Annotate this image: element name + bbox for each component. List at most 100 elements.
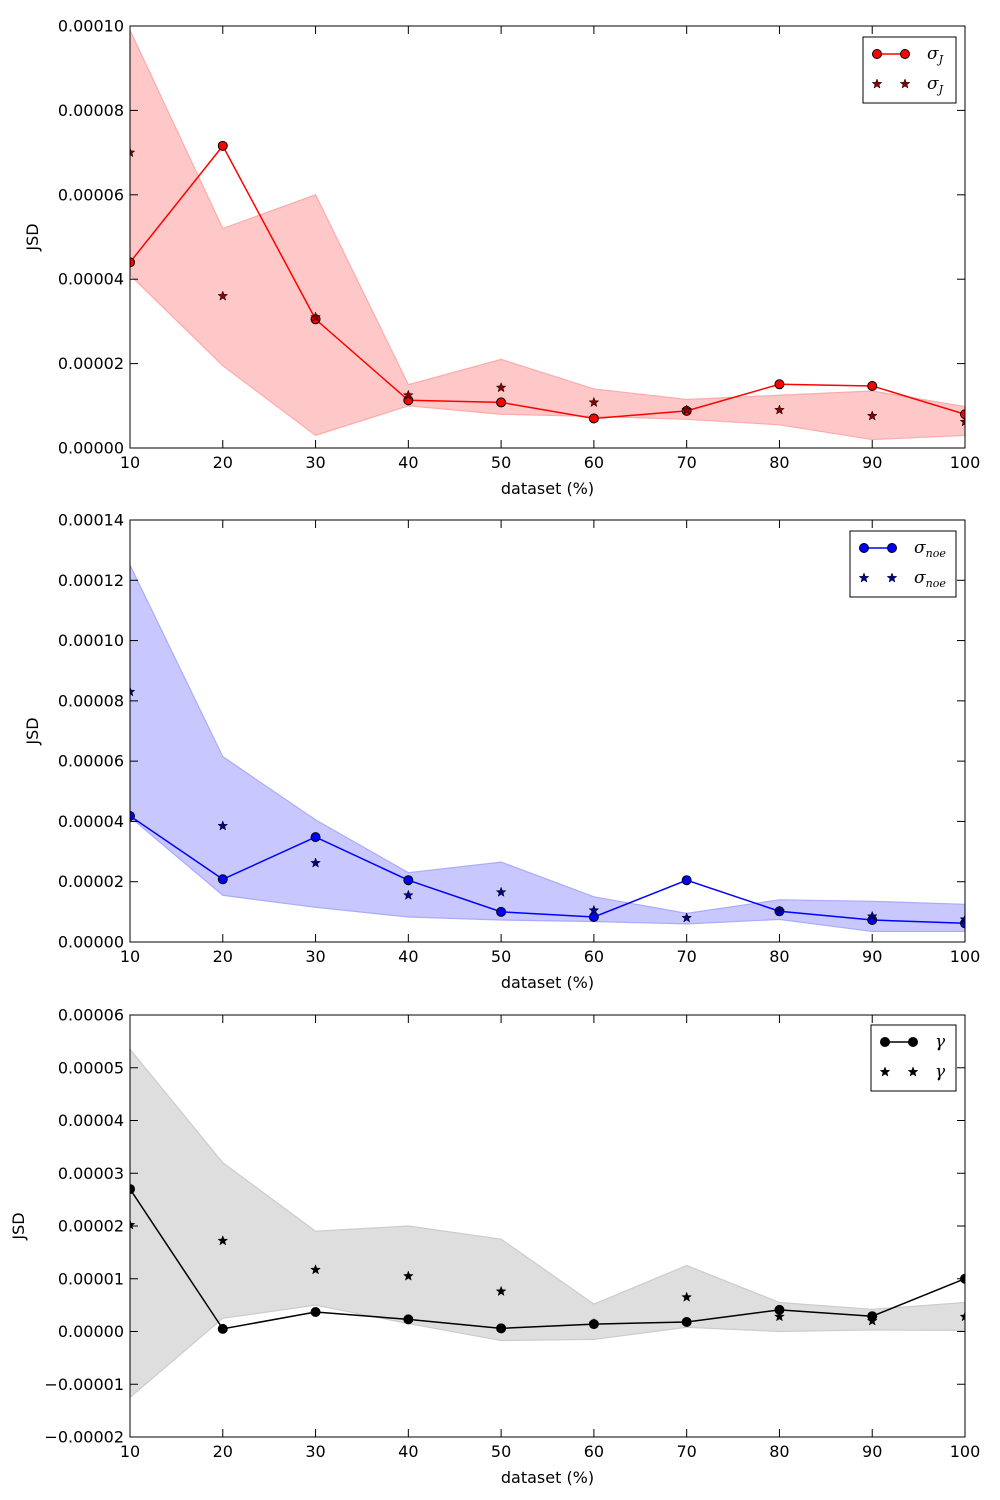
- data-point-star: [681, 404, 693, 415]
- y-tick-label: 0.00012: [58, 571, 124, 590]
- chart-panel-2: 10 20 30 40 50 60 70 80 90 100 0.00000 0.00002 0.000…: [23, 511, 980, 993]
- data-point-circle: [217, 1323, 228, 1334]
- legend-label: σnoe: [914, 538, 946, 560]
- y-tick-label: 0.00006: [58, 752, 124, 771]
- x-tick-label: 40: [398, 1442, 418, 1461]
- data-point-circle: [403, 1314, 414, 1325]
- data-point-circle: [588, 911, 599, 922]
- legend-marker-star: [879, 1066, 891, 1077]
- data-point-star: [495, 886, 507, 897]
- data-point-circle: [774, 379, 785, 390]
- y-tick-label: −0.00001: [44, 1375, 124, 1394]
- y-axis-label: JSD: [23, 223, 42, 251]
- y-tick-label: 0.00010: [58, 631, 124, 650]
- data-point-star: [402, 389, 414, 400]
- legend-marker-circle: [900, 49, 910, 59]
- data-point-circle: [681, 1317, 692, 1328]
- legend-marker-star: [886, 572, 898, 583]
- plot-area: [130, 564, 965, 933]
- data-point-circle: [588, 413, 599, 424]
- y-tick-label: 0.00000: [58, 933, 124, 952]
- x-tick-label: 30: [305, 453, 325, 472]
- data-point-circle: [867, 380, 878, 391]
- legend: σnoe σnoe: [849, 530, 957, 598]
- legend-marker-circle: [908, 1037, 918, 1047]
- x-tick-label: 100: [950, 947, 981, 966]
- data-point-star: [588, 396, 600, 408]
- confidence-band: [130, 1048, 965, 1399]
- y-tick-label: −0.00002: [44, 1428, 124, 1447]
- data-point-star: [310, 311, 321, 322]
- series-line: [130, 144, 965, 420]
- data-point-star: [130, 146, 136, 158]
- x-tick-label: 80: [769, 947, 789, 966]
- legend-marker-circle: [880, 1037, 890, 1047]
- confidence-band: [130, 29, 965, 441]
- data-point-star: [217, 820, 229, 831]
- x-tick-label: 70: [676, 453, 696, 472]
- series-line: [130, 1188, 965, 1330]
- data-point-star: [310, 1264, 321, 1275]
- y-tick-label: 0.00000: [58, 1322, 124, 1341]
- data-point-circle: [496, 1323, 507, 1334]
- x-axis-label: dataset (%): [501, 1468, 594, 1487]
- x-tick-label: 10: [120, 947, 140, 966]
- y-tick-label: 0.00002: [58, 354, 124, 373]
- y-tick-label: 0.00008: [58, 101, 124, 120]
- legend-label: γ: [935, 1062, 946, 1082]
- data-point-star: [681, 912, 693, 923]
- series-line: [130, 815, 965, 925]
- x-tick-label: 100: [950, 453, 981, 472]
- y-axis-label: JSD: [23, 717, 42, 745]
- x-tick-label: 70: [676, 947, 696, 966]
- x-tick-label: 80: [769, 1442, 789, 1461]
- x-tick-label: 80: [769, 453, 789, 472]
- data-point-star: [866, 1315, 878, 1326]
- data-point-star: [130, 686, 136, 697]
- x-tick-label: 50: [491, 1442, 511, 1461]
- y-tick-label: 0.00005: [58, 1058, 124, 1077]
- data-point-star: [959, 1311, 965, 1322]
- legend-box: [862, 36, 957, 104]
- data-point-star: [774, 905, 785, 916]
- data-point-star: [588, 904, 600, 915]
- legend-marker-circle: [859, 543, 869, 553]
- x-tick-label: 50: [491, 947, 511, 966]
- legend-marker-star: [907, 1066, 919, 1077]
- data-point-star: [774, 404, 785, 415]
- y-tick-label: 0.00003: [58, 1164, 124, 1183]
- data-point-star: [959, 913, 965, 925]
- x-tick-label: 60: [584, 1442, 604, 1461]
- x-tick-label: 40: [398, 453, 418, 472]
- legend-marker-circle: [872, 49, 882, 59]
- x-tick-label: 20: [213, 947, 233, 966]
- y-tick-label: 0.00008: [58, 691, 124, 710]
- x-tick-label: 40: [398, 947, 418, 966]
- data-point-circle: [403, 875, 414, 886]
- chart-panel-3: 10 20 30 40 50 60 70 80 90 100 −0.00002 −0.00001 0.0…: [9, 1006, 980, 1488]
- legend-label: σnoe: [914, 568, 946, 590]
- legend-marker-star: [871, 78, 883, 89]
- data-point-circle: [217, 140, 228, 151]
- chart-panel-1: 10 20 30 40 50 60 70 80 90 100 0.00000 0.00002 0.000…: [23, 17, 980, 499]
- data-point-star: [959, 416, 965, 427]
- x-tick-label: 90: [862, 1442, 882, 1461]
- legend: σJ σJ: [862, 36, 957, 104]
- data-point-circle: [310, 832, 321, 843]
- x-tick-label: 90: [862, 453, 882, 472]
- x-tick-label: 10: [120, 453, 140, 472]
- plot-area: [130, 29, 965, 441]
- legend-marker-star: [858, 572, 870, 583]
- y-tick-label: 0.00002: [58, 1217, 124, 1236]
- data-point-star: [866, 910, 878, 921]
- x-tick-label: 90: [862, 947, 882, 966]
- y-axis-label: JSD: [9, 1212, 28, 1240]
- legend-label: γ: [935, 1032, 946, 1052]
- data-point-circle: [496, 906, 507, 917]
- data-point-circle: [130, 1184, 135, 1195]
- y-tick-label: 0.00004: [58, 270, 124, 289]
- axes-frame: [129, 25, 966, 449]
- x-tick-label: 20: [213, 1442, 233, 1461]
- x-axis-label: dataset (%): [501, 973, 594, 992]
- y-tick-label: 0.00000: [58, 439, 124, 458]
